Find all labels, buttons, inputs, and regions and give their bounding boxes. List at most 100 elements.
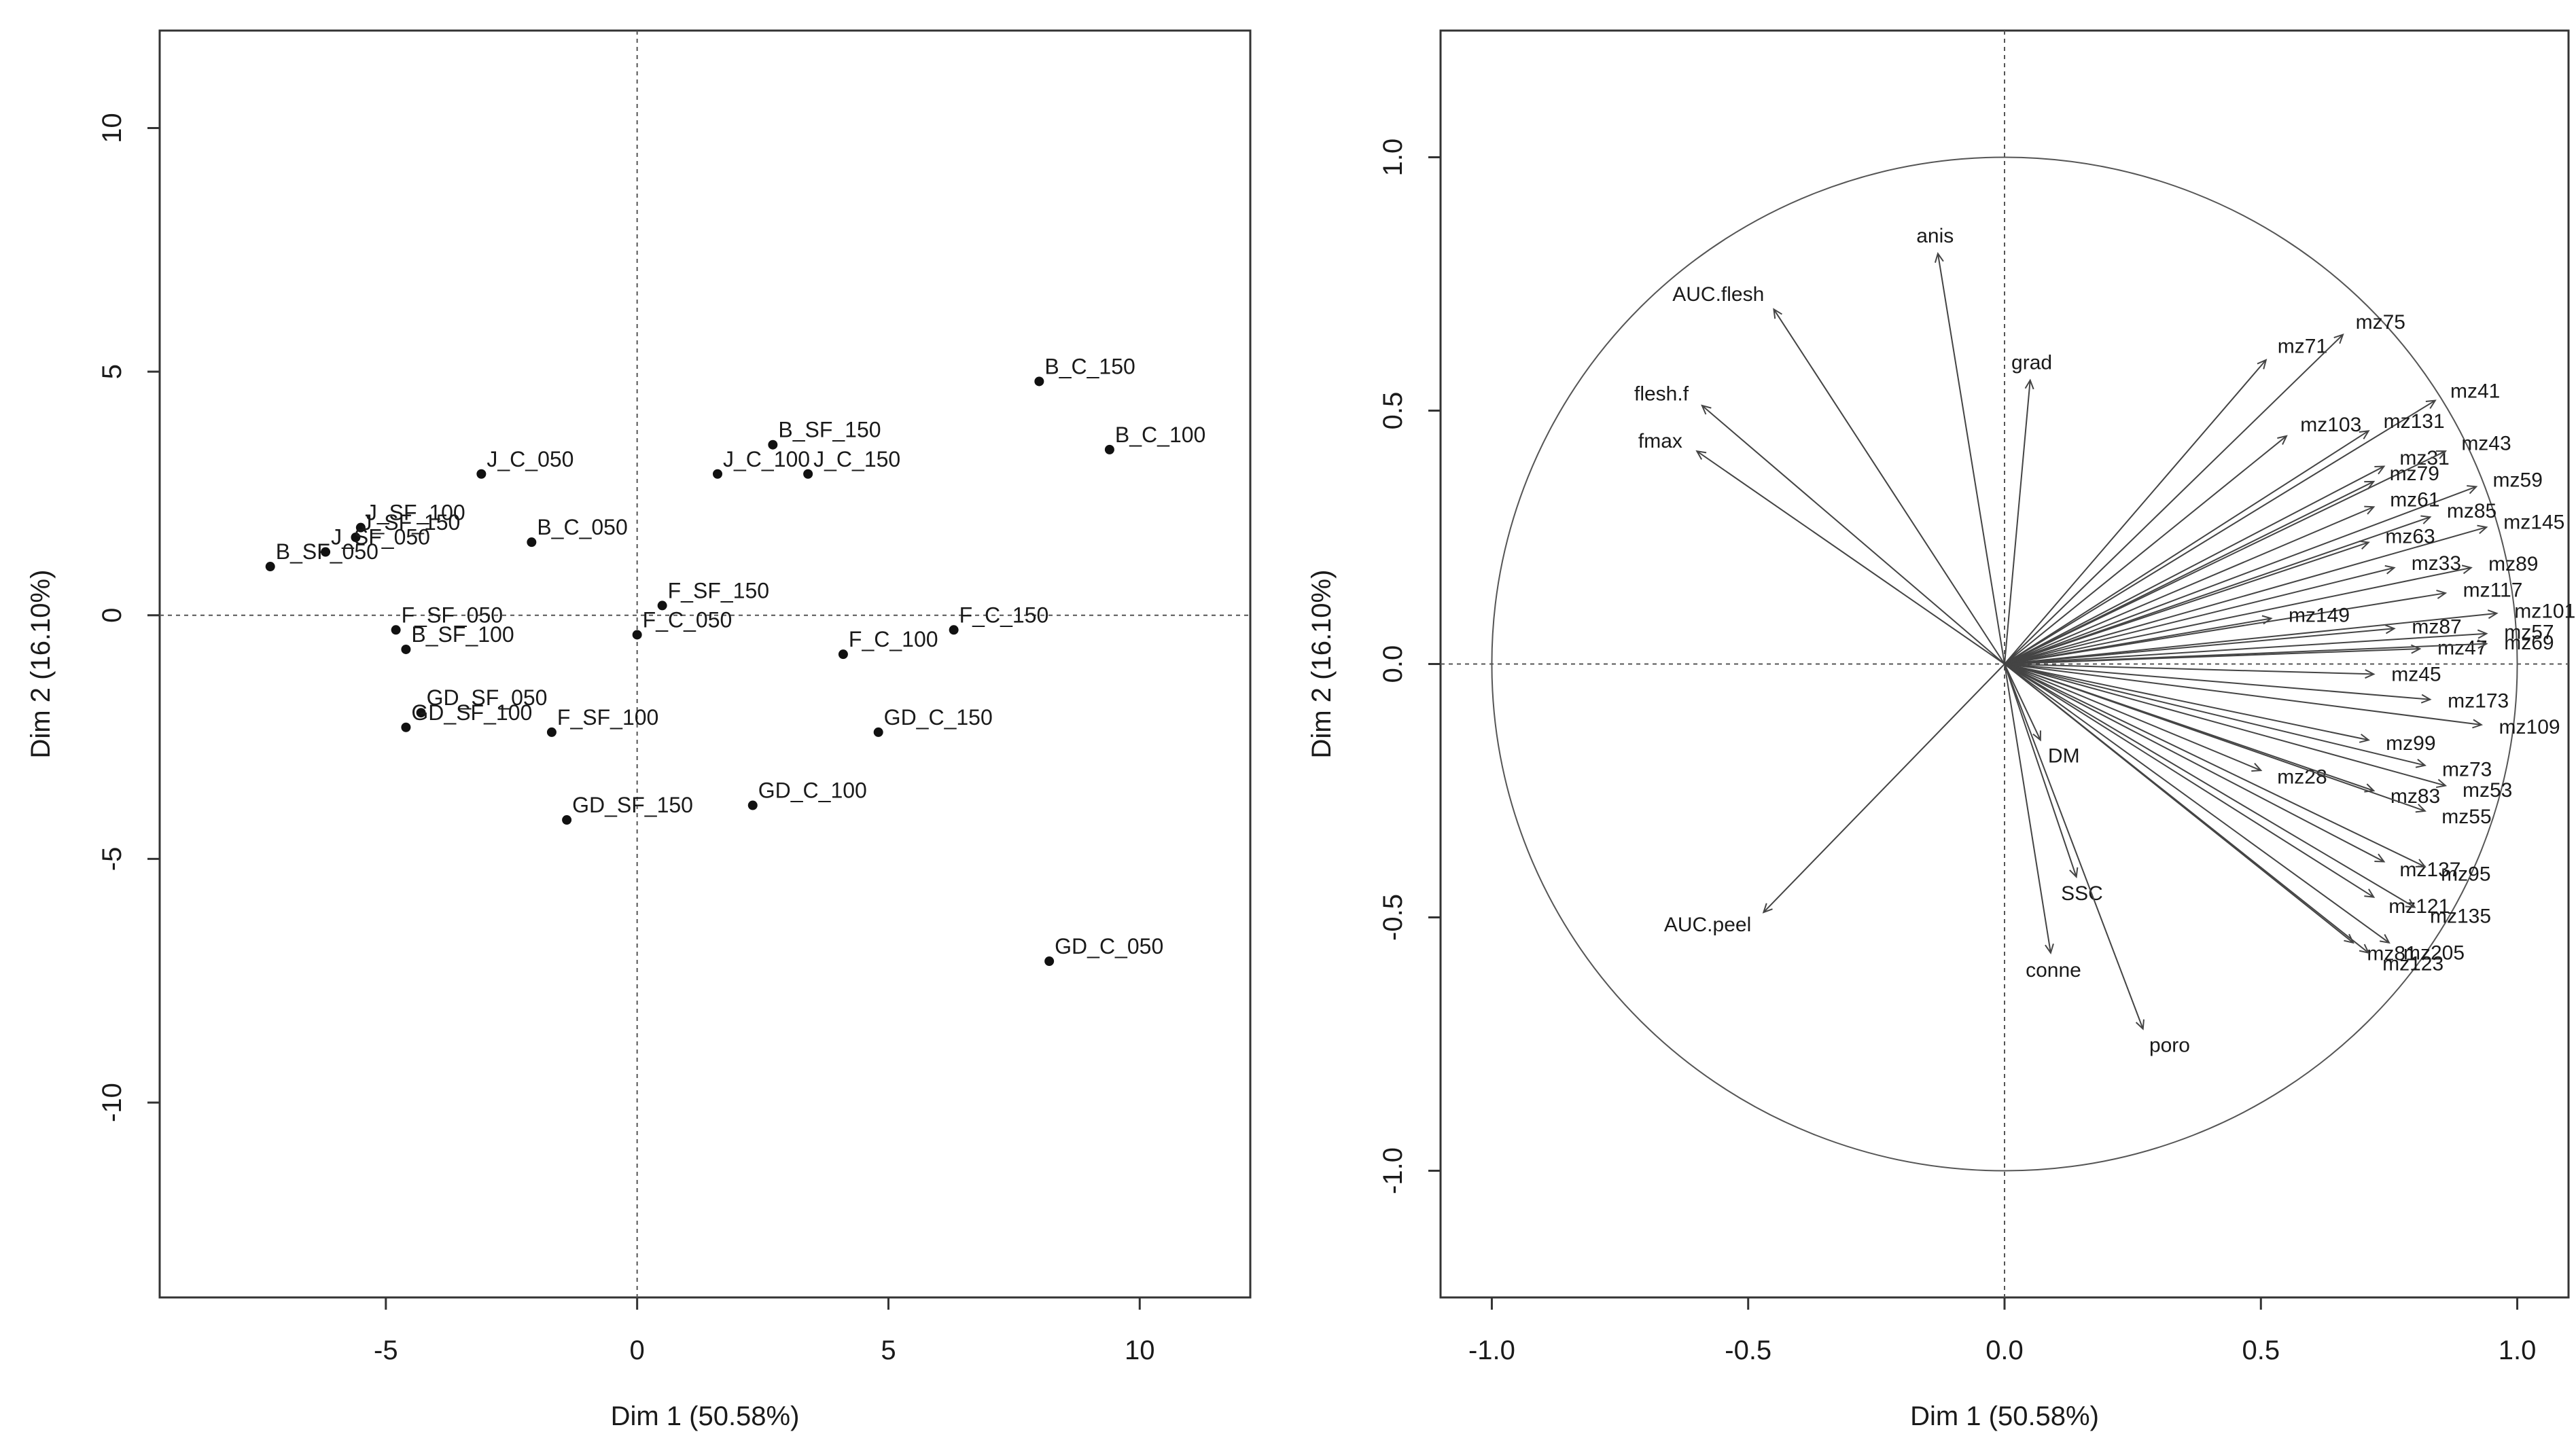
variable-arrow bbox=[2004, 664, 2051, 953]
left-x-tick-label: 5 bbox=[881, 1335, 896, 1365]
unit-correlation-circle bbox=[1491, 156, 2518, 1172]
variable-arrow-head bbox=[1773, 308, 1782, 319]
data-point bbox=[265, 562, 275, 572]
variable-arrow-head bbox=[1934, 251, 1944, 263]
variable-arrow-head bbox=[2359, 944, 2370, 954]
data-point bbox=[747, 800, 758, 810]
variable-label: mz53 bbox=[2463, 779, 2512, 802]
variable-arrow bbox=[2004, 486, 2477, 665]
variable-label: mz83 bbox=[2390, 785, 2440, 808]
variable-arrow-head bbox=[2359, 540, 2370, 550]
data-point bbox=[632, 630, 642, 640]
data-point bbox=[838, 649, 848, 660]
variable-arrow-head bbox=[2420, 694, 2432, 704]
left-x-tick-label: 10 bbox=[1125, 1335, 1155, 1365]
data-point bbox=[321, 547, 331, 557]
variable-arrow bbox=[2004, 435, 2287, 665]
variable-arrow bbox=[2004, 628, 2395, 665]
variable-arrow-head bbox=[2364, 889, 2376, 898]
left-y-tick-label: 5 bbox=[97, 364, 127, 379]
left-y-tick-label: 0 bbox=[97, 608, 127, 623]
point-label: B_SF_150 bbox=[778, 418, 881, 442]
variable-label: poro bbox=[2149, 1034, 2190, 1056]
variable-arrow-head bbox=[2024, 378, 2034, 390]
variable-label: mz121 bbox=[2388, 895, 2450, 918]
variable-arrow bbox=[1937, 253, 2005, 664]
variable-label: mz89 bbox=[2488, 553, 2538, 575]
variable-arrow bbox=[2004, 663, 2482, 726]
variable-arrow bbox=[1701, 405, 2005, 665]
variable-label: mz149 bbox=[2289, 604, 2350, 626]
variable-arrow bbox=[2004, 663, 2390, 944]
variable-arrow-head bbox=[2420, 515, 2432, 524]
variable-label: conne bbox=[2026, 959, 2081, 982]
data-point bbox=[949, 625, 959, 635]
variable-arrow-head bbox=[2257, 359, 2268, 370]
variable-arrow-head bbox=[2415, 804, 2427, 813]
right-y-tick-label: -0.5 bbox=[1378, 894, 1408, 941]
variable-arrow-head bbox=[2472, 719, 2484, 729]
right-y-tick-label: -1.0 bbox=[1378, 1147, 1408, 1194]
left-y-tick-label: -10 bbox=[97, 1083, 127, 1122]
point-label: F_SF_050 bbox=[402, 603, 503, 627]
variable-arrow-head bbox=[2415, 759, 2427, 768]
data-point bbox=[476, 469, 487, 479]
variable-arrow bbox=[2004, 663, 2374, 898]
point-label: GD_SF_100 bbox=[411, 700, 532, 725]
variable-arrow-head bbox=[2435, 778, 2448, 789]
point-label: J_SF_050 bbox=[331, 525, 430, 550]
point-label: GD_SF_150 bbox=[572, 793, 693, 817]
variable-arrow bbox=[2004, 430, 2369, 665]
variable-label: mz101 bbox=[2514, 600, 2575, 623]
data-point bbox=[546, 727, 557, 737]
variable-label: anis bbox=[1916, 225, 1954, 247]
right-x-tick-label: 1.0 bbox=[2499, 1335, 2537, 1365]
variable-arrow-head bbox=[2384, 564, 2396, 575]
variable-arrow-head bbox=[2344, 933, 2354, 944]
variable-label: DM bbox=[2048, 745, 2080, 767]
point-label: J_C_100 bbox=[723, 447, 810, 471]
point-label: J_SF_100 bbox=[366, 501, 465, 525]
left-x-axis-title: Dim 1 (50.58%) bbox=[611, 1401, 800, 1431]
variable-arrow bbox=[2004, 663, 2426, 812]
data-point bbox=[712, 469, 722, 479]
individuals-factor-map: -5 0 5 10 -10 -5 0 5 10 Dim 1 (50.58%) Dim 2 (16.1… bbox=[26, 29, 1252, 1431]
variable-arrow-head bbox=[2405, 899, 2416, 908]
variable-arrow-head bbox=[2415, 859, 2427, 867]
variable-label: mz71 bbox=[2278, 336, 2327, 358]
variable-label: grad bbox=[2011, 351, 2052, 374]
variable-label: mz109 bbox=[2499, 716, 2560, 738]
variable-label: AUC.peel bbox=[1664, 914, 1751, 936]
variable-arrow-head bbox=[2364, 480, 2376, 490]
right-x-tick-label: -0.5 bbox=[1725, 1335, 1771, 1365]
variables-correlation-circle: -1.0 -0.5 0.0 0.5 1.0 -1.0 -0.5 0.0 0.5 1.0 Dim 1 … bbox=[1307, 29, 2575, 1431]
variable-label: mz55 bbox=[2441, 806, 2491, 828]
variable-arrow bbox=[2004, 663, 2425, 766]
variable-arrow-head bbox=[2436, 590, 2448, 599]
variable-label: mz81 bbox=[2367, 943, 2416, 965]
variable-arrow-head bbox=[2461, 564, 2473, 575]
variable-label: mz63 bbox=[2385, 526, 2435, 548]
variable-arrow-head bbox=[2374, 465, 2386, 475]
variable-arrow bbox=[2004, 632, 2487, 665]
variable-label: mz57 bbox=[2504, 622, 2554, 644]
variable-arrow bbox=[2004, 643, 2487, 665]
variable-label: mz41 bbox=[2450, 380, 2500, 403]
data-point bbox=[1044, 956, 1055, 967]
variable-arrow bbox=[2004, 541, 2369, 665]
variable-arrow-head bbox=[2333, 333, 2344, 344]
variable-label: mz85 bbox=[2447, 500, 2496, 522]
variable-arrow bbox=[2004, 526, 2487, 665]
point-label: F_C_150 bbox=[959, 603, 1049, 627]
data-point bbox=[401, 722, 411, 732]
point-label: GD_C_050 bbox=[1055, 934, 1163, 958]
point-label: B_C_100 bbox=[1115, 423, 1205, 447]
variable-label: mz173 bbox=[2448, 689, 2509, 712]
variable-arrow bbox=[2004, 663, 2369, 741]
variable-label: mz43 bbox=[2461, 432, 2511, 454]
variable-arrow bbox=[2004, 567, 2395, 665]
variable-arrow bbox=[2004, 506, 2374, 665]
point-label: J_C_150 bbox=[813, 447, 900, 471]
variable-arrow-head bbox=[2261, 615, 2273, 625]
variable-arrow bbox=[2004, 592, 2446, 665]
